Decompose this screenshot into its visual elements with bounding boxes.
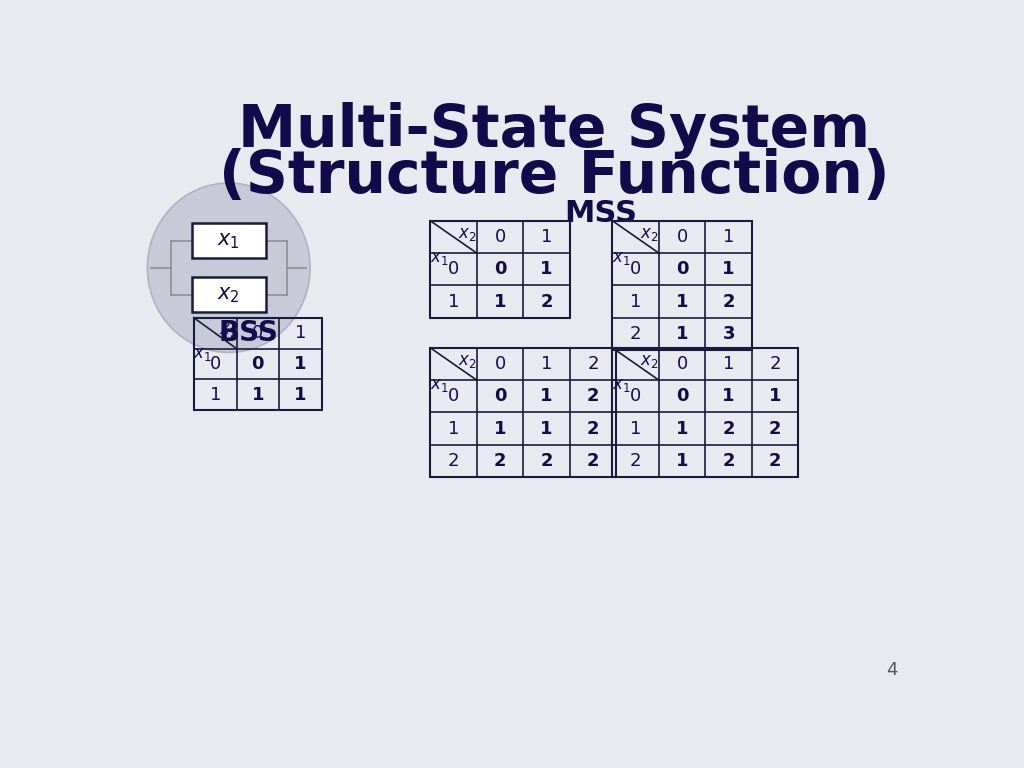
Text: 2: 2: [630, 325, 641, 343]
Text: 0: 0: [447, 260, 459, 278]
FancyBboxPatch shape: [191, 277, 266, 313]
Text: 1: 1: [494, 293, 506, 310]
Text: 0: 0: [494, 387, 506, 406]
Text: 0: 0: [495, 355, 506, 373]
Text: 1: 1: [294, 386, 306, 404]
FancyBboxPatch shape: [191, 223, 266, 259]
Text: 1: 1: [630, 293, 641, 310]
Text: 1: 1: [541, 387, 553, 406]
Text: 2: 2: [587, 387, 599, 406]
Text: 1: 1: [541, 228, 552, 246]
Text: 1: 1: [541, 355, 552, 373]
Text: 1: 1: [447, 293, 459, 310]
Text: 1: 1: [630, 419, 641, 438]
Text: 0: 0: [494, 260, 506, 278]
Bar: [430, 220, 569, 318]
Text: 0: 0: [630, 260, 641, 278]
Text: 2: 2: [447, 452, 459, 470]
Text: 0: 0: [676, 260, 688, 278]
Text: 0: 0: [630, 387, 641, 406]
Text: 1: 1: [723, 228, 734, 246]
Text: 0: 0: [447, 387, 459, 406]
Text: 2: 2: [587, 452, 599, 470]
Text: 0: 0: [677, 228, 688, 246]
Text: 0: 0: [252, 324, 263, 343]
Text: 2: 2: [769, 452, 781, 470]
Text: 1: 1: [294, 355, 306, 373]
Text: 2: 2: [587, 355, 599, 373]
Text: 2: 2: [722, 293, 735, 310]
Text: 1: 1: [252, 386, 264, 404]
Text: Multi-State System: Multi-State System: [239, 102, 870, 159]
Text: $x_2$: $x_2$: [640, 352, 658, 369]
Text: $x_1$: $x_1$: [194, 345, 212, 362]
Text: $x_1$: $x_1$: [430, 249, 449, 267]
Bar: [430, 348, 616, 477]
Bar: [194, 318, 322, 410]
Text: $x_1$: $x_1$: [612, 376, 631, 394]
Text: $x_2$: $x_2$: [217, 285, 241, 305]
Text: 0: 0: [252, 355, 264, 373]
Text: 2: 2: [769, 419, 781, 438]
Text: 1: 1: [676, 293, 688, 310]
Text: (Structure Function): (Structure Function): [219, 148, 890, 205]
Text: 0: 0: [210, 355, 221, 373]
Text: 4: 4: [886, 660, 897, 679]
Text: 2: 2: [587, 419, 599, 438]
Text: 1: 1: [676, 452, 688, 470]
Text: 0: 0: [495, 228, 506, 246]
Text: 2: 2: [541, 452, 553, 470]
Text: $x_1$: $x_1$: [612, 249, 631, 267]
Text: 2: 2: [769, 355, 781, 373]
Bar: [612, 348, 799, 477]
Text: 2: 2: [722, 452, 735, 470]
Text: 1: 1: [494, 419, 506, 438]
Text: 3: 3: [722, 325, 735, 343]
Text: 1: 1: [541, 260, 553, 278]
Text: $x_2$: $x_2$: [458, 224, 477, 243]
Text: 2: 2: [630, 452, 641, 470]
Text: 2: 2: [494, 452, 506, 470]
Text: 1: 1: [723, 355, 734, 373]
Text: 1: 1: [295, 324, 306, 343]
Text: $x_1$: $x_1$: [430, 376, 449, 394]
Text: 1: 1: [722, 387, 735, 406]
Text: $x_2$: $x_2$: [640, 224, 658, 243]
Text: 1: 1: [210, 386, 221, 404]
Text: 1: 1: [769, 387, 781, 406]
Text: 1: 1: [722, 260, 735, 278]
Text: 2: 2: [541, 293, 553, 310]
Bar: [612, 220, 752, 350]
Text: 2: 2: [722, 419, 735, 438]
Ellipse shape: [147, 183, 310, 353]
Text: 0: 0: [676, 387, 688, 406]
Text: BSS: BSS: [218, 319, 279, 347]
Text: $x_2$: $x_2$: [458, 352, 477, 369]
Text: $x_1$: $x_1$: [217, 230, 241, 251]
Text: 0: 0: [677, 355, 688, 373]
Text: MSS: MSS: [564, 200, 637, 228]
Text: 1: 1: [676, 419, 688, 438]
Text: 1: 1: [676, 325, 688, 343]
Text: 1: 1: [447, 419, 459, 438]
Text: $x_2$: $x_2$: [219, 322, 238, 339]
Text: 1: 1: [541, 419, 553, 438]
